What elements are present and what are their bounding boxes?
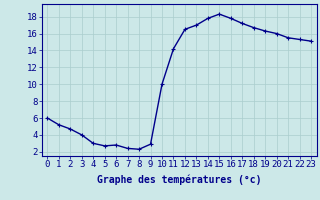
X-axis label: Graphe des températures (°c): Graphe des températures (°c) — [97, 175, 261, 185]
